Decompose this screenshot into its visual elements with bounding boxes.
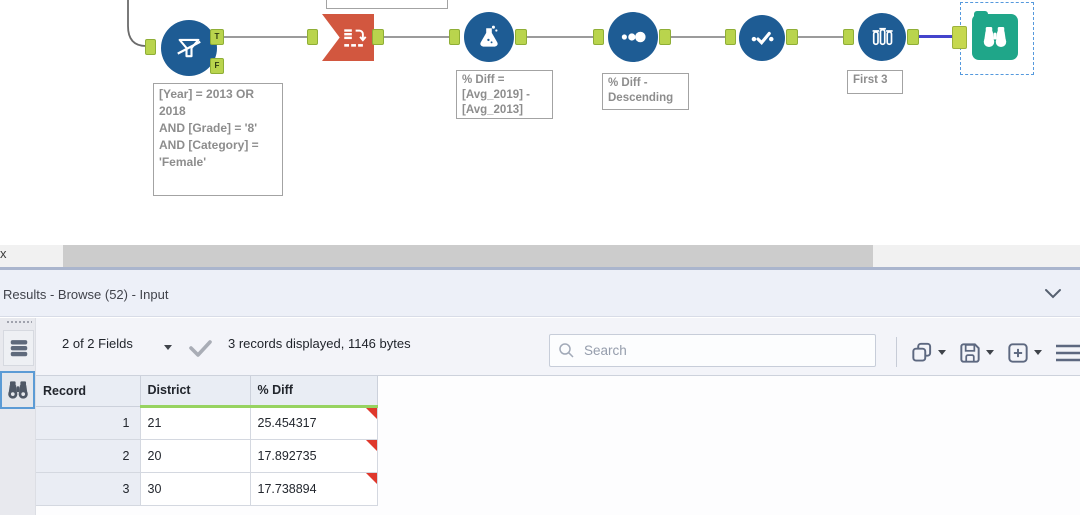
fields-summary-dropdown[interactable]: 2 of 2 Fields [62,336,133,351]
search-box[interactable] [549,334,876,367]
menu-button[interactable] [1054,340,1080,366]
sort-annotation[interactable]: % Diff - Descending [602,73,689,110]
drag-handle[interactable] [6,320,32,325]
browse-preview-button[interactable] [0,371,35,409]
toolbar-divider [896,337,897,367]
column-header-record[interactable]: Record [36,376,141,407]
new-window-dropdown-caret-icon[interactable] [1034,350,1042,355]
results-toolbar: 2 of 2 Fields 3 records displayed, 1146 … [0,318,1080,376]
results-data-table: Record District % Diff 1 21 25.454317 2 … [36,376,378,506]
crosstab-input-anchor[interactable] [307,29,318,45]
data-quality-flag-icon [365,407,377,419]
results-left-strip [0,318,36,515]
results-header: Results - Browse (52) - Input [0,270,1080,317]
filter-tool[interactable] [161,20,217,76]
filter-annotation[interactable]: [Year] = 2013 OR 2018 AND [Grade] = '8' … [153,83,283,196]
table-row: 1 21 25.454317 [36,406,378,440]
sample-tool[interactable] [858,13,906,61]
clipped-canvas-text: x [0,246,7,261]
table-view-button[interactable] [3,330,34,366]
clipped-annotation-box[interactable] [326,0,448,9]
formula-flask-icon [480,25,498,47]
diff-cell[interactable]: 17.892735 [250,439,378,473]
table-row: 2 20 17.892735 [36,439,378,473]
table-header-row: Record District % Diff [36,376,378,408]
filter-true-output-anchor[interactable]: T [210,29,224,45]
column-header-district[interactable]: District [140,376,251,408]
data-quality-flag-icon [365,472,377,484]
filter-false-output-anchor[interactable]: F [210,58,224,74]
filter-funnel-icon [177,38,201,58]
wire-sample-to-browse-selected[interactable] [919,35,953,38]
record-number-cell[interactable]: 2 [36,439,141,473]
copy-dropdown-caret-icon[interactable] [938,350,946,355]
unique-output-anchor[interactable] [786,29,798,45]
results-title: Results - Browse (52) - Input [3,287,169,302]
save-dropdown-caret-icon[interactable] [986,350,994,355]
new-window-button[interactable] [1005,340,1031,366]
table-grid-icon [10,340,27,357]
district-cell[interactable]: 21 [140,406,251,440]
column-header-diff[interactable]: % Diff [250,376,378,408]
unique-tool[interactable] [739,15,785,61]
sort-input-anchor[interactable] [593,29,604,45]
unique-input-anchor[interactable] [725,29,736,45]
fields-dropdown-caret-icon[interactable] [164,345,172,350]
wire-unique-to-sample[interactable] [798,36,843,38]
search-icon [559,343,574,358]
scrollbar-thumb[interactable] [63,245,873,267]
unique-check-icon [751,31,774,45]
canvas-horizontal-scrollbar[interactable]: x [0,245,1080,267]
crosstab-tool[interactable] [322,14,374,61]
sort-output-anchor[interactable] [659,29,671,45]
browse-input-anchor[interactable] [952,26,967,49]
binoculars-icon [7,381,28,399]
records-summary: 3 records displayed, 1146 bytes [228,336,411,351]
copy-button[interactable] [909,340,935,366]
panel-separator[interactable] [0,267,1080,270]
record-number-cell[interactable]: 1 [36,406,141,440]
save-button[interactable] [957,340,983,366]
workflow-canvas[interactable]: T F [0,0,1080,245]
sort-dots-icon [621,31,646,43]
search-input[interactable] [575,343,875,358]
browse-binoculars-icon [983,27,1007,47]
wire-sort-to-unique[interactable] [671,36,725,38]
district-cell[interactable]: 30 [140,472,251,506]
collapse-chevron-icon[interactable] [1044,288,1062,300]
diff-cell[interactable]: 17.738894 [250,472,378,506]
results-grid-area: Record District % Diff 1 21 25.454317 2 … [36,376,1080,515]
formula-output-anchor[interactable] [515,29,527,45]
district-cell[interactable]: 20 [140,439,251,473]
sample-annotation[interactable]: First 3 [847,70,903,94]
crosstab-icon [344,28,367,47]
sort-tool[interactable] [608,12,658,62]
sample-input-anchor[interactable] [843,29,854,45]
formula-input-anchor[interactable] [449,29,460,45]
diff-cell[interactable]: 25.454317 [250,406,378,440]
browse-tool[interactable] [972,14,1018,60]
wire-filter-to-crosstab[interactable] [224,36,308,38]
sample-testtubes-icon [872,27,893,45]
sample-output-anchor[interactable] [907,29,919,45]
formula-annotation[interactable]: % Diff = [Avg_2019] - [Avg_2013] [456,70,553,119]
wire-crosstab-to-formula[interactable] [384,36,450,38]
data-quality-flag-icon [365,439,377,451]
formula-tool[interactable] [464,12,514,62]
checkmark-icon [189,340,212,357]
filter-input-anchor[interactable] [145,39,156,55]
wire-formula-to-sort[interactable] [527,36,594,38]
record-number-cell[interactable]: 3 [36,472,141,506]
table-row: 3 30 17.738894 [36,472,378,506]
crosstab-output-anchor[interactable] [372,29,384,45]
